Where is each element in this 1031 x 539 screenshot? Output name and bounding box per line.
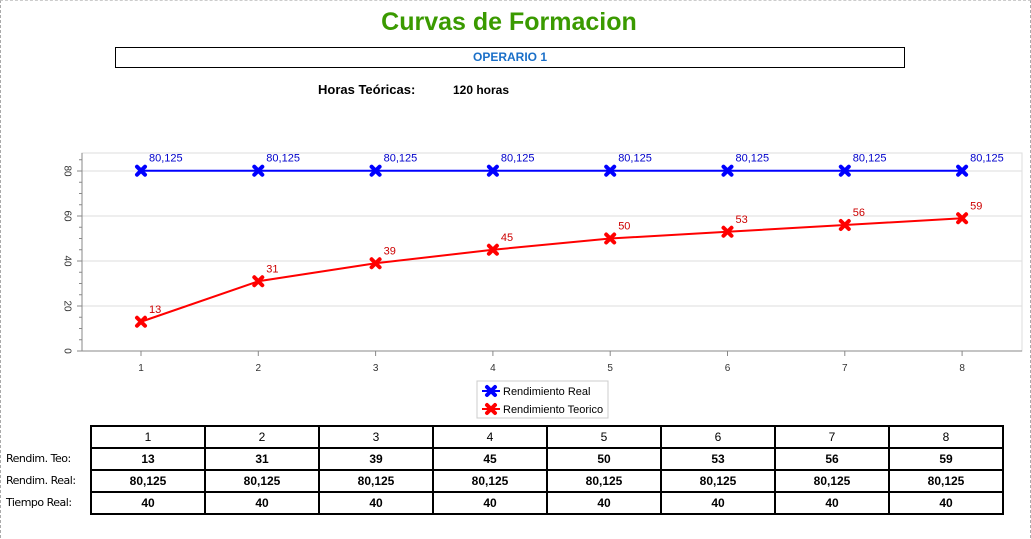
horas-label: Horas Teóricas: <box>318 82 416 97</box>
data-point <box>604 164 617 177</box>
x-tick-label: 6 <box>725 363 731 374</box>
table-cell: 80,125 <box>90 469 206 493</box>
column-header: 4 <box>432 425 548 449</box>
x-tick-label: 5 <box>607 363 613 374</box>
legend-label: Rendimiento Teorico <box>503 404 603 416</box>
data-point <box>135 315 147 328</box>
legend-marker <box>485 403 497 415</box>
data-point <box>486 164 499 177</box>
table-cell: 80,125 <box>660 469 776 493</box>
data-label: 80,125 <box>853 153 887 165</box>
table-cell: 40 <box>660 491 776 515</box>
y-tick-label: 0 <box>61 348 72 354</box>
table-row: 13 31 39 45 50 53 56 59 <box>90 447 1004 471</box>
table-cell: 40 <box>774 491 890 515</box>
y-tick-label: 60 <box>61 210 72 222</box>
data-point <box>956 212 969 225</box>
column-header: 5 <box>546 425 662 449</box>
table-cell: 80,125 <box>318 469 434 493</box>
horas-value: 120 horas <box>453 83 510 97</box>
column-header: 3 <box>318 425 434 449</box>
row-label: Rendim. Real: <box>6 474 76 487</box>
data-label: 80,125 <box>149 153 183 165</box>
table-cell: 40 <box>90 491 206 515</box>
table-cell: 40 <box>204 491 320 515</box>
x-tick-label: 3 <box>373 363 379 374</box>
data-point <box>369 257 382 270</box>
table-cell: 40 <box>318 491 434 515</box>
column-header: 7 <box>774 425 890 449</box>
page-title: Curvas de Formacion <box>381 8 637 36</box>
data-point <box>369 164 382 177</box>
x-tick-label: 4 <box>490 363 496 374</box>
data-label: 80,125 <box>384 153 418 165</box>
table-cell: 80,125 <box>774 469 890 493</box>
data-point <box>721 225 734 238</box>
data-point <box>604 232 617 245</box>
y-tick-label: 80 <box>61 165 72 177</box>
data-label: 31 <box>266 263 278 275</box>
data-label: 39 <box>384 245 396 257</box>
row-label: Rendim. Teo: <box>6 452 71 465</box>
data-label: 80,125 <box>266 153 300 165</box>
y-tick-label: 40 <box>61 255 72 267</box>
data-point <box>838 164 851 177</box>
table-row: 80,125 80,125 80,125 80,125 80,125 80,125 80,1… <box>90 469 1004 493</box>
table-cell: 45 <box>432 447 548 471</box>
table-cell: 80,125 <box>432 469 548 493</box>
x-tick-label: 2 <box>256 363 262 374</box>
data-label: 80,125 <box>970 153 1004 165</box>
data-label: 56 <box>853 207 865 219</box>
data-point <box>721 164 734 177</box>
column-header: 2 <box>204 425 320 449</box>
data-label: 50 <box>618 221 630 233</box>
table-cell: 40 <box>432 491 548 515</box>
data-label: 80,125 <box>736 153 770 165</box>
plot-area <box>81 152 1023 352</box>
row-label: Tiempo Real: <box>6 496 72 509</box>
data-point <box>838 219 851 231</box>
series-line <box>140 217 963 323</box>
column-header: 1 <box>90 425 206 449</box>
table-cell: 40 <box>888 491 1004 515</box>
data-point <box>135 164 147 177</box>
column-header: 6 <box>660 425 776 449</box>
table-cell: 31 <box>204 447 320 471</box>
table-cell: 53 <box>660 447 776 471</box>
data-point <box>486 243 499 256</box>
data-point <box>252 164 265 177</box>
table-cell: 56 <box>774 447 890 471</box>
data-label: 13 <box>149 304 161 316</box>
column-header: 8 <box>888 425 1004 449</box>
data-label: 59 <box>970 200 982 212</box>
data-point <box>252 275 265 288</box>
table-cell: 39 <box>318 447 434 471</box>
data-label: 53 <box>736 214 748 226</box>
operator-box: OPERARIO 1 <box>115 47 905 68</box>
data-point <box>956 164 969 177</box>
data-label: 80,125 <box>618 153 652 165</box>
x-tick-label: 7 <box>842 363 848 374</box>
data-label: 80,125 <box>501 153 535 165</box>
y-tick-label: 20 <box>61 300 72 312</box>
table-cell: 80,125 <box>546 469 662 493</box>
table-cell: 80,125 <box>888 469 1004 493</box>
table-cell: 50 <box>546 447 662 471</box>
legend <box>476 380 609 419</box>
table-cell: 59 <box>888 447 1004 471</box>
table-cell: 40 <box>546 491 662 515</box>
legend-marker <box>485 385 497 397</box>
table-cell: 80,125 <box>204 469 320 493</box>
data-label: 45 <box>501 232 513 244</box>
x-tick-label: 8 <box>959 363 965 374</box>
x-tick-label: 1 <box>138 363 144 374</box>
table-row: 40 40 40 40 40 40 40 40 <box>90 491 1004 515</box>
table-cell: 13 <box>90 447 206 471</box>
legend-label: Rendimiento Real <box>503 386 590 398</box>
